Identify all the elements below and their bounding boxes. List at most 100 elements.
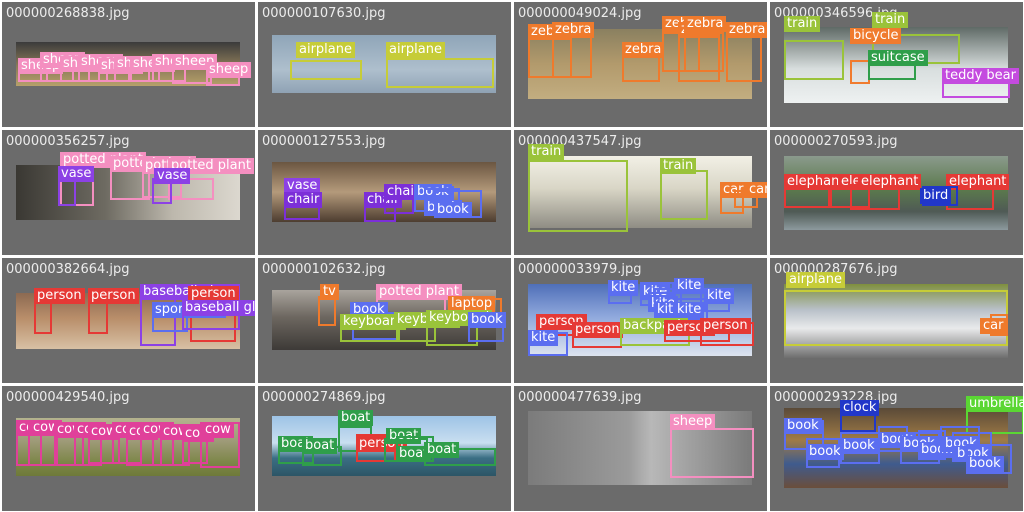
detection-label: kite	[674, 302, 705, 318]
detection-label: cow	[202, 422, 234, 438]
detection-label: car	[720, 182, 747, 198]
detection-label: car	[746, 182, 767, 198]
detection-box	[660, 170, 708, 220]
detection-label: tv	[320, 284, 339, 300]
image-filename: 000000477639.jpg	[518, 390, 642, 405]
detection-label: sheep	[670, 414, 716, 430]
image-filename: 000000429540.jpg	[6, 390, 130, 405]
grid-cell[interactable]: 000000102632.jpg tv potted plant laptop book…	[258, 258, 511, 383]
detection-label: vase	[284, 178, 321, 194]
grid-cell[interactable]: 000000287676.jpg airplane car	[770, 258, 1023, 383]
detection-label: train	[660, 158, 697, 174]
detection-label: sheep	[206, 62, 252, 78]
detection-box	[868, 64, 916, 80]
detection-label: book	[434, 202, 472, 218]
detection-label: zebra	[726, 22, 767, 38]
grid-cell[interactable]: 000000270593.jpg elephant elephant elephant…	[770, 130, 1023, 255]
grid-cell[interactable]: 000000293228.jpg clock umbrella book book boo…	[770, 386, 1023, 511]
detection-box	[386, 58, 494, 88]
detection-label: potted plant	[376, 284, 462, 300]
grid-cell[interactable]: 000000429540.jpgcowcowcowcowcowcowcowcow…	[2, 386, 255, 511]
detection-label: person	[34, 288, 85, 304]
detection-box	[784, 40, 844, 80]
detection-label: teddy bear	[942, 68, 1019, 84]
detection-label: boat	[302, 438, 338, 454]
detection-label: kite	[608, 280, 639, 296]
detection-label: zebra	[684, 16, 727, 32]
detection-label: clock	[840, 400, 880, 416]
detection-box	[684, 32, 724, 72]
detection-label: elephant	[858, 174, 922, 190]
detection-label: bird	[920, 188, 952, 204]
detection-label: zebra	[552, 22, 595, 38]
detection-box	[670, 428, 754, 478]
detection-box	[182, 424, 208, 464]
detection-label: book	[784, 418, 822, 434]
image-filename: 000000356257.jpg	[6, 134, 130, 149]
detection-label: train	[872, 12, 909, 28]
detection-label: sheep	[172, 54, 218, 70]
detection-box	[318, 296, 336, 326]
image-filename: 000000102632.jpg	[262, 262, 386, 277]
detection-label: chair	[384, 184, 423, 200]
detection-label: boat	[424, 442, 460, 458]
detection-label: suitcase	[868, 50, 928, 66]
detection-box	[182, 314, 240, 330]
detection-label: airplane	[786, 272, 845, 288]
grid-cell[interactable]: 000000049024.jpg zebra zebra zebra zebra zebr…	[514, 2, 767, 127]
grid-cell[interactable]: 000000274869.jpg boat boat boat person boat bo…	[258, 386, 511, 511]
grid-cell[interactable]: 000000268838.jpgsheepsheepsheepsheepshee…	[2, 2, 255, 127]
detection-label: kite	[674, 278, 705, 294]
detection-label: train	[528, 144, 565, 160]
image-filename: 000000270593.jpg	[774, 134, 898, 149]
detection-label: baseball glove	[182, 300, 255, 316]
detection-label: keyboard	[340, 314, 407, 330]
image-filename: 000000268838.jpg	[6, 6, 130, 21]
detection-label: airplane	[296, 42, 355, 58]
detection-box	[290, 60, 362, 80]
detection-box	[528, 160, 628, 232]
detection-box	[850, 60, 870, 84]
detection-box	[726, 36, 762, 82]
detection-label: bicycle	[850, 28, 902, 44]
detection-box	[168, 178, 214, 200]
grid-cell[interactable]: 000000477639.jpg sheep	[514, 386, 767, 511]
detection-box	[552, 34, 592, 78]
detection-label: boat	[338, 410, 374, 426]
detection-label: book	[468, 312, 506, 328]
detection-box	[784, 290, 1008, 346]
grid-cell[interactable]: 000000107630.jpg airplane airplane	[258, 2, 511, 127]
detection-label: elephant	[946, 174, 1010, 190]
image-filename: 000000107630.jpg	[262, 6, 386, 21]
detection-label: cow	[88, 424, 120, 440]
image-filename: 000000274869.jpg	[262, 390, 386, 405]
detection-label: book	[806, 444, 844, 460]
detection-label: boat	[396, 446, 432, 462]
photo-thumbnail	[784, 156, 1008, 230]
grid-cell[interactable]: 000000033979.jpg kite kite kite kite kite kite…	[514, 258, 767, 383]
image-filename: 000000049024.jpg	[518, 6, 642, 21]
photo-thumbnail	[528, 156, 752, 228]
image-filename: 000000127553.jpg	[262, 134, 386, 149]
detection-label: person	[188, 286, 239, 302]
detection-label: umbrella	[966, 396, 1023, 412]
detection-label: vase	[154, 168, 191, 184]
detection-label: zebra	[622, 42, 665, 58]
detection-label: person	[572, 322, 623, 338]
detection-label: book	[840, 438, 878, 454]
detection-label: airplane	[386, 42, 445, 58]
grid-cell[interactable]: 000000346596.jpg train train bicycle suitcas…	[770, 2, 1023, 127]
detection-label: book	[966, 456, 1004, 472]
image-filename: 000000033979.jpg	[518, 262, 642, 277]
detection-label: person	[700, 318, 751, 334]
photo-thumbnail	[16, 165, 240, 220]
detection-label: person	[88, 288, 139, 304]
grid-cell[interactable]: 000000437547.jpg train train car car	[514, 130, 767, 255]
detection-label: kite	[704, 288, 735, 304]
detection-label: vase	[58, 166, 95, 182]
detection-label: kite	[528, 330, 559, 346]
grid-cell[interactable]: 000000127553.jpgvasechairchairchairbookb…	[258, 130, 511, 255]
